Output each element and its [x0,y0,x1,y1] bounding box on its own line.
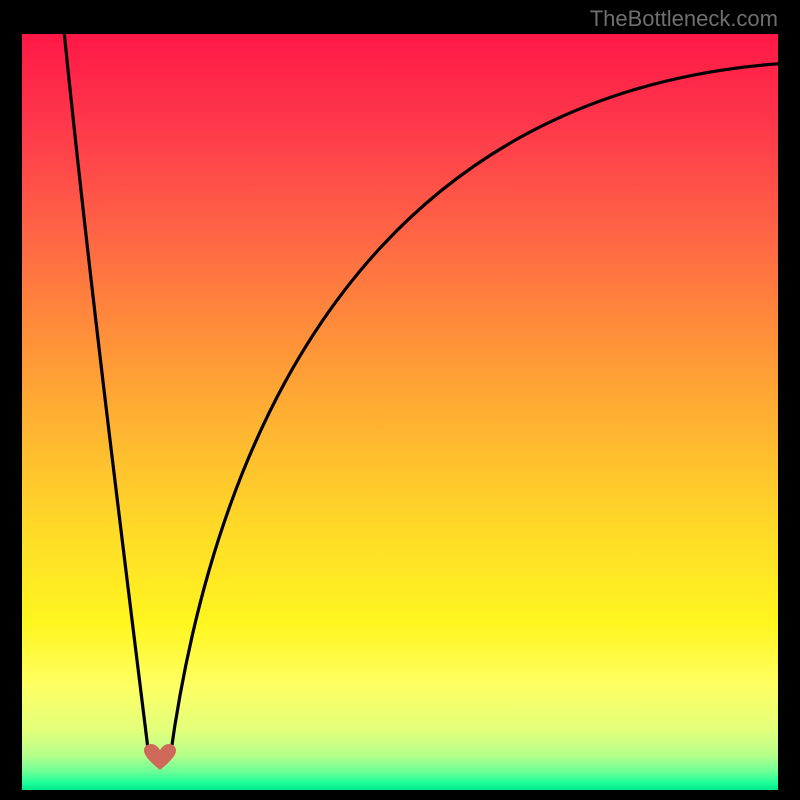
watermark-text: TheBottleneck.com [590,6,778,32]
heart-marker-icon [144,744,176,770]
chart-container: TheBottleneck.com [0,0,800,800]
bottleneck-curve [22,34,778,778]
plot-area [22,34,778,778]
